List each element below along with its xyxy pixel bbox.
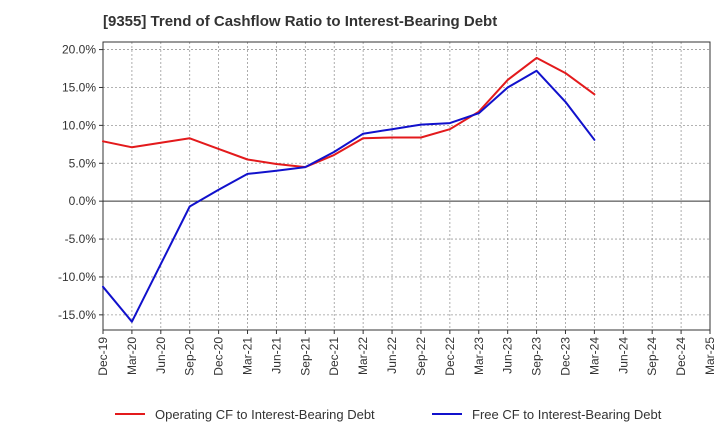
y-tick-label: -10.0% bbox=[58, 270, 96, 284]
series-line-2 bbox=[102, 69, 596, 323]
y-tick-label: 20.0% bbox=[62, 43, 96, 57]
chart-title: [9355] Trend of Cashflow Ratio to Intere… bbox=[103, 13, 497, 30]
y-tick-label: 15.0% bbox=[62, 80, 96, 94]
series-lines bbox=[102, 56, 596, 323]
y-tick-label: 0.0% bbox=[69, 194, 97, 208]
x-tick-label: Jun-23 bbox=[501, 337, 515, 374]
x-tick-label: Jun-20 bbox=[154, 337, 168, 374]
x-tick-label: Mar-21 bbox=[241, 337, 255, 375]
grid bbox=[103, 42, 710, 330]
x-tick-label: Sep-22 bbox=[414, 337, 428, 376]
x-tick-label: Mar-23 bbox=[472, 337, 486, 375]
x-tick-label: Sep-21 bbox=[298, 337, 312, 376]
legend-label-2: Free CF to Interest-Bearing Debt bbox=[472, 407, 662, 422]
y-tick-label: -15.0% bbox=[58, 308, 96, 322]
series-line-1 bbox=[102, 56, 596, 169]
x-tick-label: Dec-21 bbox=[327, 337, 341, 376]
x-tick-label: Jun-24 bbox=[616, 337, 630, 374]
x-tick-label: Dec-24 bbox=[674, 337, 688, 376]
x-tick-label: Jun-22 bbox=[385, 337, 399, 374]
legend: Operating CF to Interest-Bearing Debt Fre… bbox=[115, 407, 662, 422]
x-tick-label: Mar-22 bbox=[356, 337, 370, 375]
x-tick-label: Dec-22 bbox=[443, 337, 457, 376]
y-tick-label: 10.0% bbox=[62, 118, 96, 132]
x-tick-label: Mar-20 bbox=[125, 337, 139, 375]
plot-area bbox=[102, 41, 711, 331]
x-tick-label: Dec-23 bbox=[558, 337, 572, 376]
x-tick-label: Mar-24 bbox=[587, 337, 601, 375]
legend-label-1: Operating CF to Interest-Bearing Debt bbox=[155, 407, 375, 422]
x-axis: Dec-19 Mar-20 Jun-20 Sep-20 Dec-20 Mar-21 Jun-… bbox=[96, 330, 717, 376]
x-tick-label: Sep-23 bbox=[530, 337, 544, 376]
x-tick-label: Mar-25 bbox=[703, 337, 717, 375]
y-tick-label: 5.0% bbox=[69, 156, 97, 170]
x-tick-label: Dec-19 bbox=[96, 337, 110, 376]
y-tick-label: -5.0% bbox=[65, 232, 97, 246]
x-tick-label: Dec-20 bbox=[212, 337, 226, 376]
x-tick-label: Sep-20 bbox=[183, 337, 197, 376]
x-tick-label: Jun-21 bbox=[269, 337, 283, 374]
x-tick-label: Sep-24 bbox=[645, 337, 659, 376]
y-axis: 20.0% 15.0% 10.0% 5.0% 0.0% -5.0% -10.0% -15.0% bbox=[58, 43, 103, 322]
